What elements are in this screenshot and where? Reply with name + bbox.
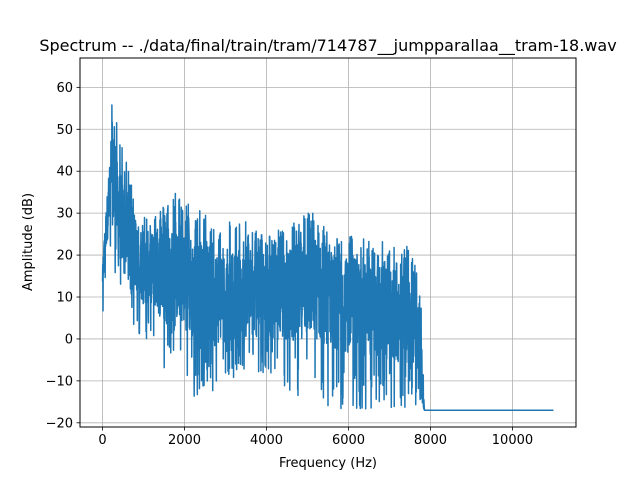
y-tick-label: 60	[56, 81, 73, 96]
x-tick-label: 8000	[414, 433, 447, 448]
y-tick-label: 30	[56, 207, 73, 222]
x-tick-label: 6000	[332, 433, 365, 448]
y-tick-label: 20	[56, 249, 73, 264]
y-tick-label: 10	[56, 291, 73, 306]
x-ticks: 0 2000 4000 6000 8000 10000	[98, 427, 533, 448]
x-tick-label: 4000	[250, 433, 283, 448]
y-tick-label: 50	[56, 123, 73, 138]
y-tick-label: 0	[65, 332, 73, 347]
spectrum-line	[101, 104, 554, 411]
y-axis-label: Amplitude (dB)	[21, 193, 36, 291]
x-tick-label: 2000	[168, 433, 201, 448]
y-ticks: −20 −10 0 10 20 30 40 50 60	[46, 81, 80, 431]
x-tick-label: 10000	[492, 433, 533, 448]
plot-area	[101, 104, 554, 411]
axes-frame	[79, 57, 577, 428]
x-tick-label: 0	[98, 433, 106, 448]
y-tick-label: −20	[46, 416, 73, 431]
y-tick-label: 40	[56, 165, 73, 180]
x-axis-label: Frequency (Hz)	[279, 456, 377, 471]
y-tick-label: −10	[46, 374, 73, 389]
chart-title: Spectrum -- ./data/final/train/tram/7147…	[39, 36, 616, 56]
